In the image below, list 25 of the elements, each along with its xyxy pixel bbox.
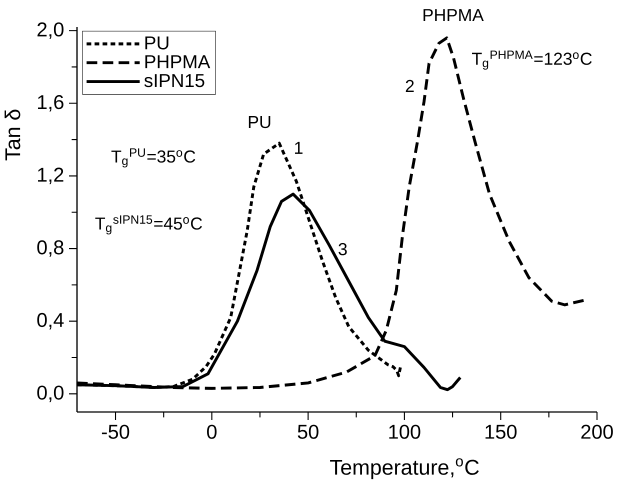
x-tick-label: 0 [207,424,217,439]
y-axis-title: Tan δ [4,110,20,160]
legend-label: PHPMA [145,55,210,68]
legend-label: sIPN15 [144,74,204,88]
annotation: PU [248,116,270,128]
x-tick-label: -50 [102,424,130,439]
x-axis-title: Temperature,$^{o}$C [330,458,479,480]
annotation: 1 [295,142,303,154]
annotation: T$_{g}$$^{PHPMA}$=123$^{o}$C [472,50,592,70]
y-tick-label: 0,4 [37,312,64,330]
annotation: 3 [338,243,347,256]
y-tick-label: 1,2 [38,168,64,184]
x-tick-label: 200 [581,424,613,439]
y-tick-label: 1,6 [38,95,64,112]
annotation: 2 [406,80,414,92]
annotation: T$_{g}$$^{sIPN15}$=45$^{o}$C [95,215,202,234]
x-tick-label: 50 [298,424,318,439]
text: PHPMA [424,9,484,22]
annotation: T$_{g}$$^{PU}$=35$^{o}$C [111,148,196,168]
x-tick-label: 150 [486,424,517,439]
y-tick-label: 0,0 [37,386,64,402]
y-tick-label: 0,8 [37,240,64,257]
x-tick-label: 100 [389,424,420,439]
y-tick-label: 2,0 [37,22,64,39]
legend-label: PU [145,36,168,50]
